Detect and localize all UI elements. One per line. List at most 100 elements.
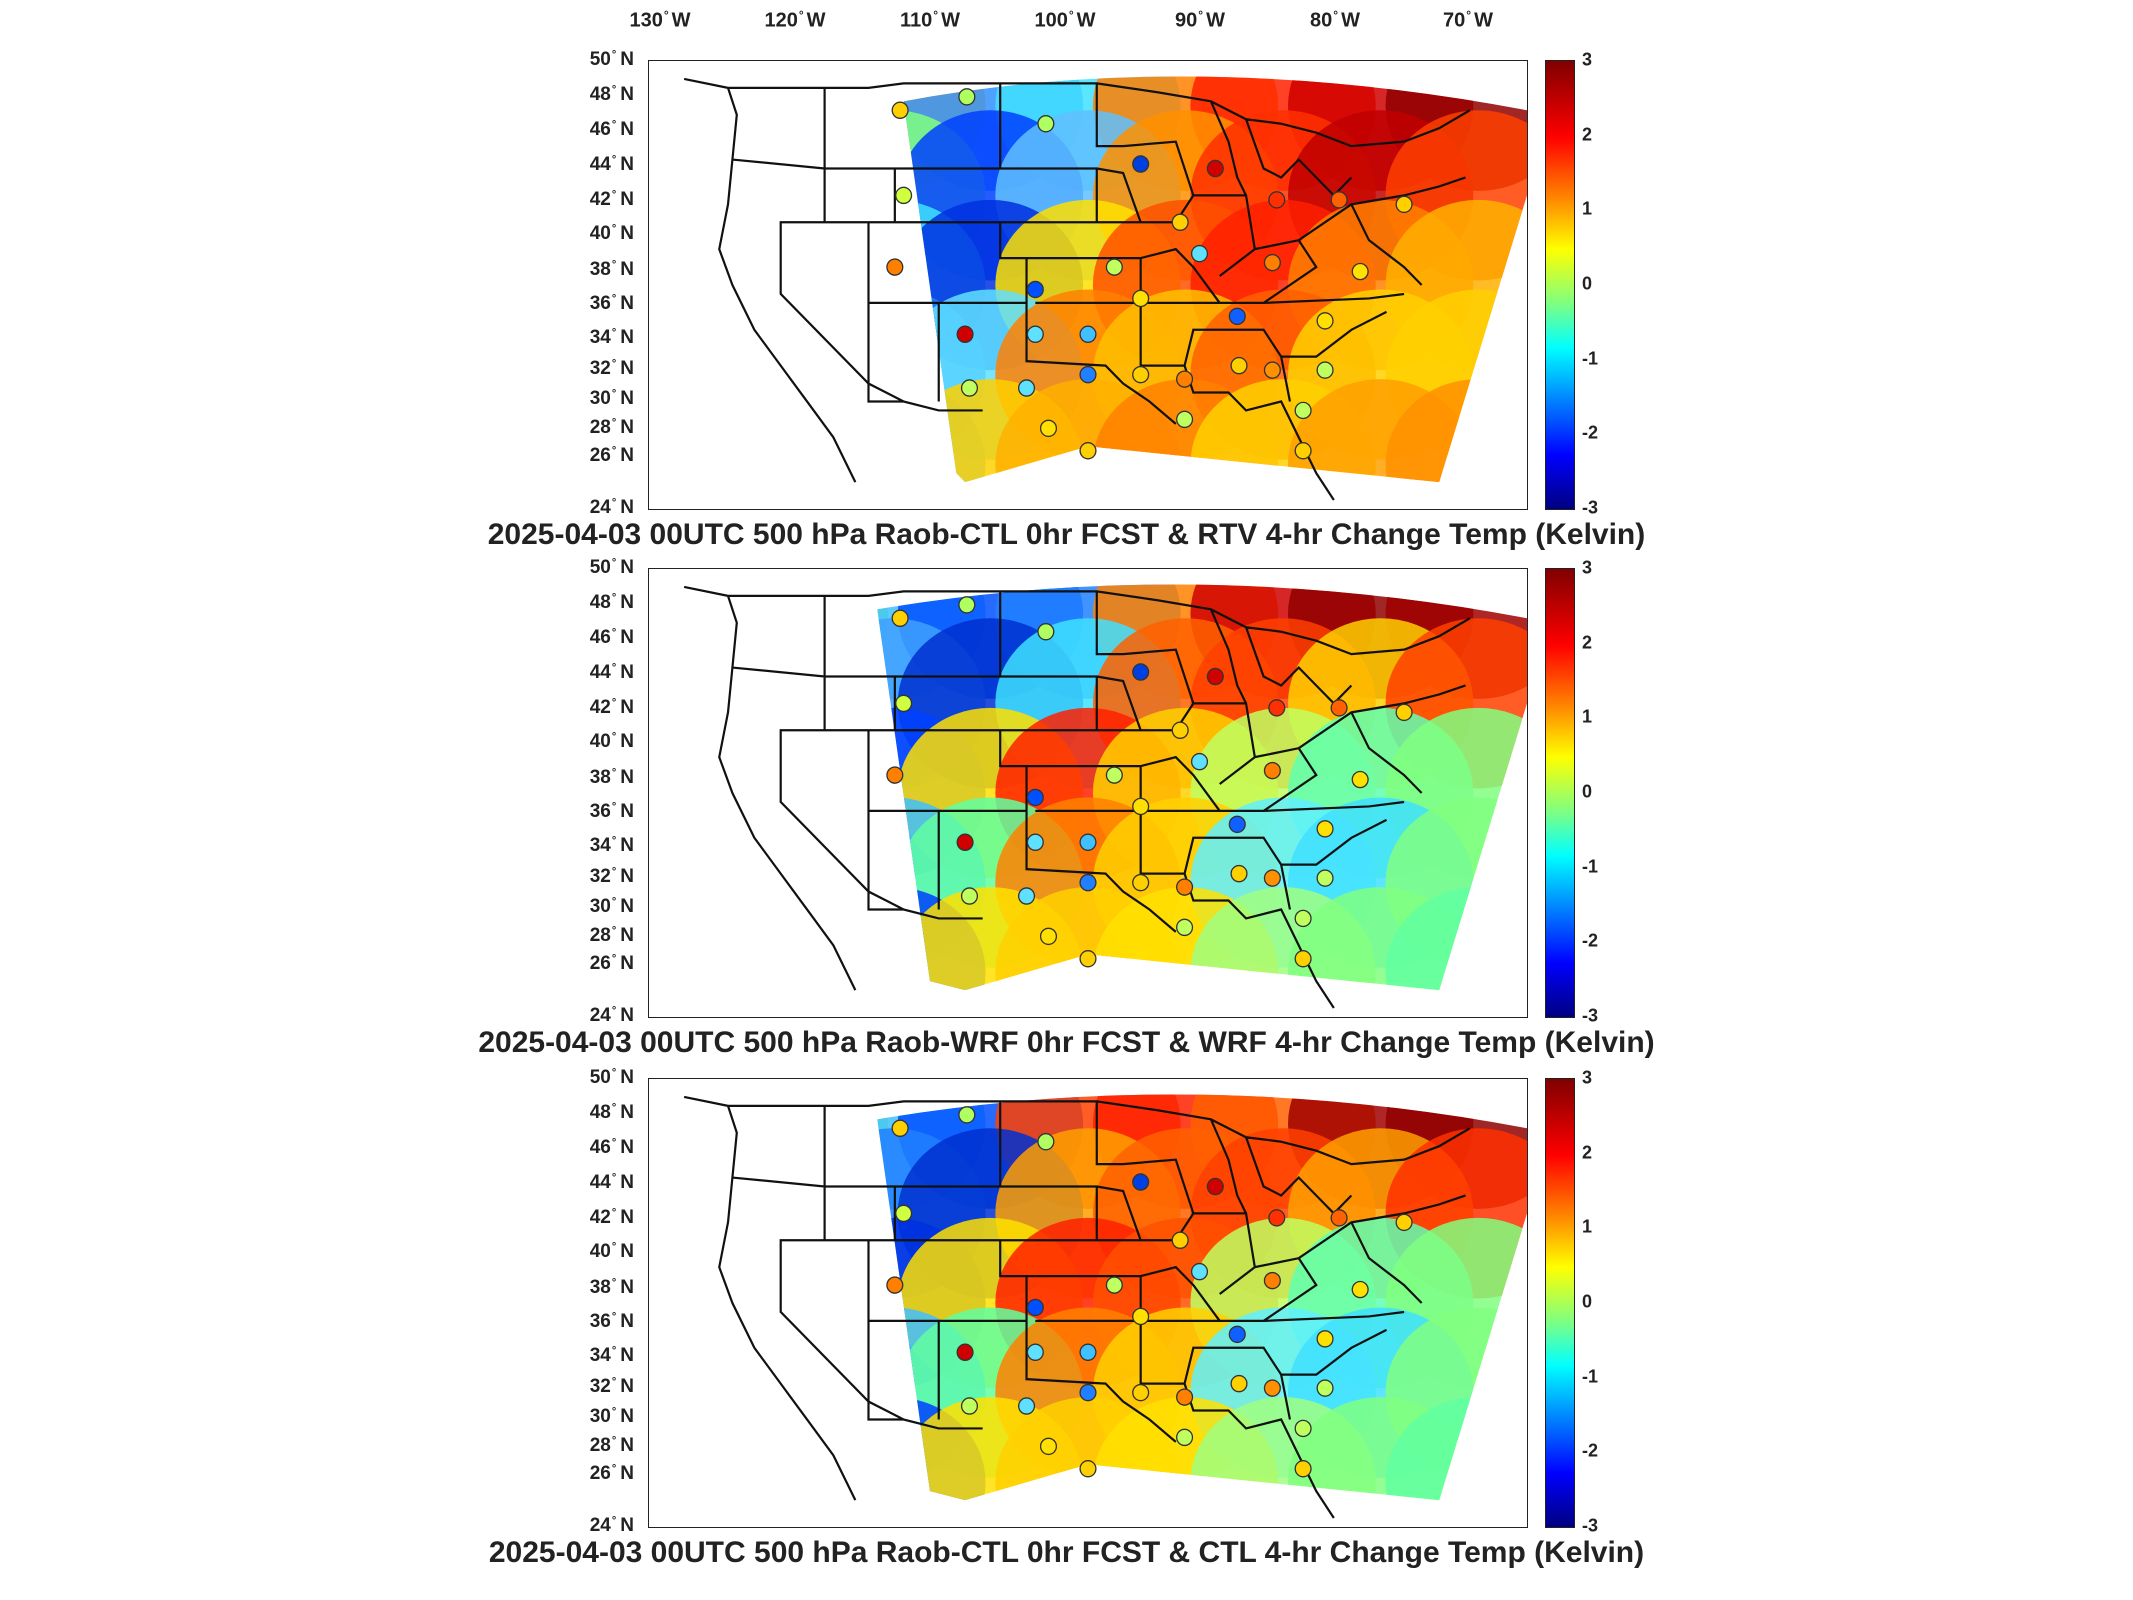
colorbar-tick: 3 <box>1582 49 1593 70</box>
temperature-change-blob <box>649 379 790 509</box>
colorbar-tick: 1 <box>1582 198 1593 219</box>
raob-station-marker <box>956 1343 974 1362</box>
raob-station-marker <box>1228 1325 1246 1344</box>
colorbar-tick: -3 <box>1582 1515 1599 1536</box>
colorbar <box>1545 1078 1575 1528</box>
temperature-change-blob <box>703 200 888 370</box>
temperature-change-blob <box>877 1217 889 1389</box>
temperature-change-blob <box>649 1128 790 1298</box>
raob-station-marker <box>1105 258 1123 276</box>
raob-station-marker <box>1132 365 1150 384</box>
temperature-change-blob <box>649 708 790 878</box>
raob-station-marker <box>1316 820 1334 838</box>
raob-station-marker <box>1132 1307 1150 1326</box>
colorbar-tick: -3 <box>1582 497 1599 518</box>
temperature-change-blob <box>703 379 888 509</box>
raob-station-marker <box>1230 1374 1248 1393</box>
raob-station-marker <box>1079 1343 1097 1362</box>
raob-station-marker <box>1206 1177 1224 1196</box>
temperature-field-map <box>649 584 1527 1017</box>
raob-station-marker <box>1105 1276 1123 1294</box>
lon-tick: 100° W <box>1034 8 1096 32</box>
lat-tick: 42° N <box>589 1206 634 1228</box>
lon-tick: 130° W <box>629 8 691 32</box>
state-boundaries <box>683 77 1471 501</box>
raob-station-marker <box>1079 325 1097 344</box>
temperature-change-blob <box>877 1397 889 1501</box>
raob-station-marker <box>1079 950 1097 968</box>
raob-station-marker <box>1079 1460 1097 1478</box>
raob-station-marker <box>1132 1173 1150 1191</box>
raob-station-marker <box>1176 1428 1194 1447</box>
raob-station-marker <box>1171 721 1189 740</box>
raob-station-marker <box>1132 663 1150 681</box>
colorbar-tick: 2 <box>1582 124 1593 145</box>
colorbar-tick: 3 <box>1582 1067 1593 1088</box>
raob-station-marker <box>1228 815 1246 834</box>
raob-station-marker <box>1395 195 1413 214</box>
lat-tick: 36° N <box>589 1310 634 1333</box>
raob-station-marker <box>1190 1262 1209 1281</box>
temperature-change-blob <box>703 110 888 280</box>
raob-station-marker <box>1176 410 1194 429</box>
raob-station-marker <box>1190 244 1209 263</box>
raob-station-marker <box>1294 1460 1312 1478</box>
map-plot-area <box>648 60 1528 510</box>
lat-tick: 42° N <box>589 188 634 210</box>
colorbar-tick: 1 <box>1582 706 1593 727</box>
raob-station-marker <box>1395 1213 1413 1232</box>
lat-tick: 46° N <box>589 627 634 649</box>
lon-tick: 90° W <box>1175 8 1225 32</box>
raob-station-marker <box>1132 797 1150 816</box>
raob-station-marker <box>1079 1383 1097 1402</box>
raob-station-marker <box>1268 699 1286 717</box>
raob-station-marker <box>1105 766 1123 784</box>
colorbar <box>1545 568 1575 1018</box>
raob-station-marker <box>1026 325 1044 344</box>
lat-tick: 26° N <box>589 445 634 467</box>
colorbar <box>1545 60 1575 510</box>
lat-tick: 28° N <box>589 1435 634 1457</box>
temperature-field-map <box>649 76 1527 509</box>
raob-station-marker <box>1294 401 1312 420</box>
raob-station-marker <box>886 258 904 276</box>
raob-station-marker <box>1294 909 1312 928</box>
colorbar-tick: -2 <box>1582 422 1599 443</box>
map-plot-area <box>648 1078 1528 1528</box>
temperature-change-blob <box>649 797 790 967</box>
colorbar-tick: 0 <box>1582 781 1593 802</box>
lon-tick: 120° W <box>764 8 826 32</box>
raob-station-marker <box>1294 442 1312 460</box>
raob-station-marker <box>1316 1379 1334 1397</box>
raob-station-marker <box>1351 1280 1369 1299</box>
lat-tick: 40° N <box>589 1241 634 1263</box>
raob-station-marker <box>886 1276 904 1294</box>
raob-station-marker <box>958 88 976 106</box>
colorbar-tick: 0 <box>1582 1291 1593 1312</box>
raob-station-marker <box>1026 1343 1044 1362</box>
lat-tick: 26° N <box>589 1463 634 1485</box>
raob-station-marker <box>956 325 974 344</box>
lat-tick: 38° N <box>589 1276 634 1298</box>
lat-tick: 28° N <box>589 417 634 439</box>
lat-tick: 32° N <box>589 865 634 888</box>
lat-tick: 46° N <box>589 1137 634 1159</box>
raob-station-marker <box>1330 191 1348 209</box>
temperature-change-blob <box>649 1397 790 1527</box>
colorbar-tick: -2 <box>1582 930 1599 951</box>
temperature-change-blob <box>649 887 790 1017</box>
raob-station-marker <box>1330 699 1348 717</box>
colorbar-tick: -1 <box>1582 1366 1599 1387</box>
temperature-change-blob <box>877 1128 889 1299</box>
state-boundaries <box>683 585 1471 1009</box>
panel-title: 2025-04-03 00UTC 500 hPa Raob-CTL 0hr FC… <box>488 1536 1645 1569</box>
raob-station-marker <box>958 596 976 614</box>
raob-station-marker <box>1294 1419 1312 1438</box>
colorbar-tick: 1 <box>1582 1216 1593 1237</box>
lat-tick: 30° N <box>589 1405 634 1428</box>
temperature-change-blob <box>649 200 790 370</box>
longitude-axis: 130° W 120° W 110° W 100° W 90° W 80° W 70° W <box>0 0 2133 40</box>
raob-station-marker <box>1351 262 1369 281</box>
raob-station-marker <box>1037 622 1055 641</box>
temperature-field-map <box>649 1094 1527 1527</box>
